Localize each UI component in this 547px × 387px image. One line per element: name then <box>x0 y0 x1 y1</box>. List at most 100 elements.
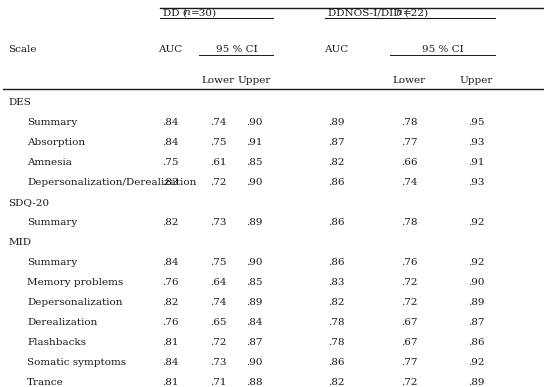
Text: Scale: Scale <box>8 45 37 54</box>
Text: .82: .82 <box>162 298 179 307</box>
Text: .83: .83 <box>162 178 179 187</box>
Text: .74: .74 <box>210 118 226 127</box>
Text: AUC: AUC <box>159 45 183 54</box>
Text: Lower: Lower <box>202 75 235 85</box>
Text: Summary: Summary <box>27 118 77 127</box>
Text: .72: .72 <box>400 278 417 287</box>
Text: n: n <box>395 8 402 17</box>
Text: Absorption: Absorption <box>27 138 85 147</box>
Text: AUC: AUC <box>324 45 348 54</box>
Text: .81: .81 <box>162 338 179 347</box>
Text: Derealization: Derealization <box>27 318 97 327</box>
Text: .84: .84 <box>162 358 179 367</box>
Text: DD (: DD ( <box>162 8 187 17</box>
Text: .67: .67 <box>400 338 417 347</box>
Text: =30): =30) <box>191 8 217 17</box>
Text: .77: .77 <box>400 138 417 147</box>
Text: .89: .89 <box>246 218 263 227</box>
Text: .87: .87 <box>328 138 344 147</box>
Text: .90: .90 <box>468 278 485 287</box>
Text: .82: .82 <box>328 378 344 387</box>
Text: .81: .81 <box>162 378 179 387</box>
Text: .88: .88 <box>246 378 263 387</box>
Text: .78: .78 <box>400 218 417 227</box>
Text: .76: .76 <box>400 258 417 267</box>
Text: .82: .82 <box>162 218 179 227</box>
Text: .92: .92 <box>468 258 485 267</box>
Text: SDQ-20: SDQ-20 <box>8 198 49 207</box>
Text: .72: .72 <box>210 178 226 187</box>
Text: .93: .93 <box>468 178 485 187</box>
Text: .85: .85 <box>246 278 263 287</box>
Text: .86: .86 <box>468 338 485 347</box>
Text: .86: .86 <box>328 258 344 267</box>
Text: Summary: Summary <box>27 258 77 267</box>
Text: Memory problems: Memory problems <box>27 278 124 287</box>
Text: .86: .86 <box>328 358 344 367</box>
Text: .90: .90 <box>246 358 263 367</box>
Text: .93: .93 <box>468 138 485 147</box>
Text: .73: .73 <box>210 218 226 227</box>
Text: 95 % CI: 95 % CI <box>216 45 257 54</box>
Text: .73: .73 <box>210 358 226 367</box>
Text: .78: .78 <box>328 318 344 327</box>
Text: .86: .86 <box>328 178 344 187</box>
Text: .74: .74 <box>210 298 226 307</box>
Text: .75: .75 <box>210 258 226 267</box>
Text: .66: .66 <box>400 158 417 167</box>
Text: .84: .84 <box>162 118 179 127</box>
Text: .85: .85 <box>246 158 263 167</box>
Text: .92: .92 <box>468 218 485 227</box>
Text: .65: .65 <box>210 318 226 327</box>
Text: Upper: Upper <box>460 75 493 85</box>
Text: DES: DES <box>8 98 31 107</box>
Text: Summary: Summary <box>27 218 77 227</box>
Text: .92: .92 <box>468 358 485 367</box>
Text: .82: .82 <box>328 298 344 307</box>
Text: .82: .82 <box>328 158 344 167</box>
Text: .89: .89 <box>246 298 263 307</box>
Text: .83: .83 <box>328 278 344 287</box>
Text: Upper: Upper <box>238 75 271 85</box>
Text: Depersonalization: Depersonalization <box>27 298 123 307</box>
Text: 95 % CI: 95 % CI <box>422 45 463 54</box>
Text: .89: .89 <box>468 378 485 387</box>
Text: .91: .91 <box>246 138 263 147</box>
Text: .86: .86 <box>328 218 344 227</box>
Text: .89: .89 <box>468 298 485 307</box>
Text: Depersonalization/Derealization: Depersonalization/Derealization <box>27 178 196 187</box>
Text: .74: .74 <box>400 178 417 187</box>
Text: .75: .75 <box>162 158 179 167</box>
Text: MID: MID <box>8 238 31 247</box>
Text: DDNOS-I/DID (: DDNOS-I/DID ( <box>328 8 409 17</box>
Text: .90: .90 <box>246 258 263 267</box>
Text: .72: .72 <box>400 298 417 307</box>
Text: .89: .89 <box>328 118 344 127</box>
Text: .72: .72 <box>400 378 417 387</box>
Text: .71: .71 <box>210 378 226 387</box>
Text: .78: .78 <box>400 118 417 127</box>
Text: .84: .84 <box>162 138 179 147</box>
Text: .76: .76 <box>162 278 179 287</box>
Text: .67: .67 <box>400 318 417 327</box>
Text: Trance: Trance <box>27 378 64 387</box>
Text: Amnesia: Amnesia <box>27 158 72 167</box>
Text: .61: .61 <box>210 158 226 167</box>
Text: .77: .77 <box>400 358 417 367</box>
Text: .84: .84 <box>246 318 263 327</box>
Text: .78: .78 <box>328 338 344 347</box>
Text: .90: .90 <box>246 178 263 187</box>
Text: .87: .87 <box>468 318 485 327</box>
Text: .90: .90 <box>246 118 263 127</box>
Text: .84: .84 <box>162 258 179 267</box>
Text: Flashbacks: Flashbacks <box>27 338 86 347</box>
Text: =22): =22) <box>403 8 429 17</box>
Text: Lower: Lower <box>392 75 426 85</box>
Text: .95: .95 <box>468 118 485 127</box>
Text: Somatic symptoms: Somatic symptoms <box>27 358 126 367</box>
Text: .72: .72 <box>210 338 226 347</box>
Text: .75: .75 <box>210 138 226 147</box>
Text: .91: .91 <box>468 158 485 167</box>
Text: .64: .64 <box>210 278 226 287</box>
Text: .76: .76 <box>162 318 179 327</box>
